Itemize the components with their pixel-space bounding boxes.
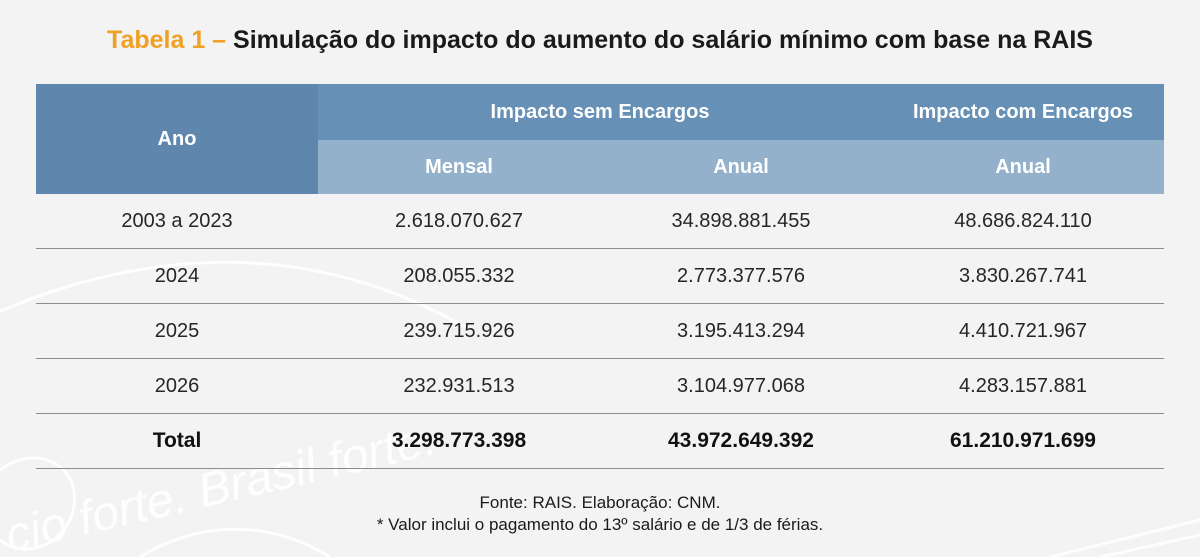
cell-total-anual-sem: 43.972.649.392 <box>600 413 882 469</box>
cell-ano: 2026 <box>36 358 318 414</box>
header-impacto-com-encargos: Impacto com Encargos <box>882 84 1164 140</box>
source-note: Fonte: RAIS. Elaboração: CNM. <box>479 493 721 512</box>
cell-anual-com: 3.830.267.741 <box>882 248 1164 304</box>
cell-anual-sem: 34.898.881.455 <box>600 194 882 249</box>
cell-total-mensal: 3.298.773.398 <box>318 413 600 469</box>
cell-anual-sem: 3.195.413.294 <box>600 303 882 359</box>
cell-anual-sem: 2.773.377.576 <box>600 248 882 304</box>
table-row: 2003 a 2023 2.618.070.627 34.898.881.455… <box>36 194 1164 249</box>
table-title-text: Simulação do impacto do aumento do salár… <box>233 26 1093 54</box>
cell-mensal: 232.931.513 <box>318 358 600 414</box>
table-notes: Fonte: RAIS. Elaboração: CNM. * Valor in… <box>0 492 1200 536</box>
table-row: 2024 208.055.332 2.773.377.576 3.830.267… <box>36 248 1164 304</box>
cell-anual-com: 4.283.157.881 <box>882 358 1164 414</box>
table-row-total: Total 3.298.773.398 43.972.649.392 61.21… <box>36 413 1164 469</box>
cell-anual-sem: 3.104.977.068 <box>600 358 882 414</box>
cell-mensal: 2.618.070.627 <box>318 194 600 249</box>
header-anual-com: Anual <box>882 140 1164 194</box>
table-title-prefix: Tabela 1 – <box>107 26 227 54</box>
header-impacto-sem-encargos: Impacto sem Encargos <box>318 84 882 140</box>
header-mensal: Mensal <box>318 140 600 194</box>
cell-mensal: 239.715.926 <box>318 303 600 359</box>
cell-anual-com: 48.686.824.110 <box>882 194 1164 249</box>
cell-total-anual-com: 61.210.971.699 <box>882 413 1164 469</box>
table-title: Tabela 1 – Simulação do impacto do aumen… <box>0 26 1200 55</box>
cell-ano: 2024 <box>36 248 318 304</box>
table-row: 2025 239.715.926 3.195.413.294 4.410.721… <box>36 303 1164 359</box>
cell-mensal: 208.055.332 <box>318 248 600 304</box>
footnote: * Valor inclui o pagamento do 13º salári… <box>376 515 824 534</box>
cell-anual-com: 4.410.721.967 <box>882 303 1164 359</box>
impact-table: Ano Impacto sem Encargos Impacto com Enc… <box>36 84 1164 469</box>
header-ano: Ano <box>36 84 318 194</box>
cell-total-label: Total <box>36 413 318 469</box>
header-anual-sem: Anual <box>600 140 882 194</box>
cell-ano: 2003 a 2023 <box>36 194 318 249</box>
cell-ano: 2025 <box>36 303 318 359</box>
table-row: 2026 232.931.513 3.104.977.068 4.283.157… <box>36 358 1164 414</box>
